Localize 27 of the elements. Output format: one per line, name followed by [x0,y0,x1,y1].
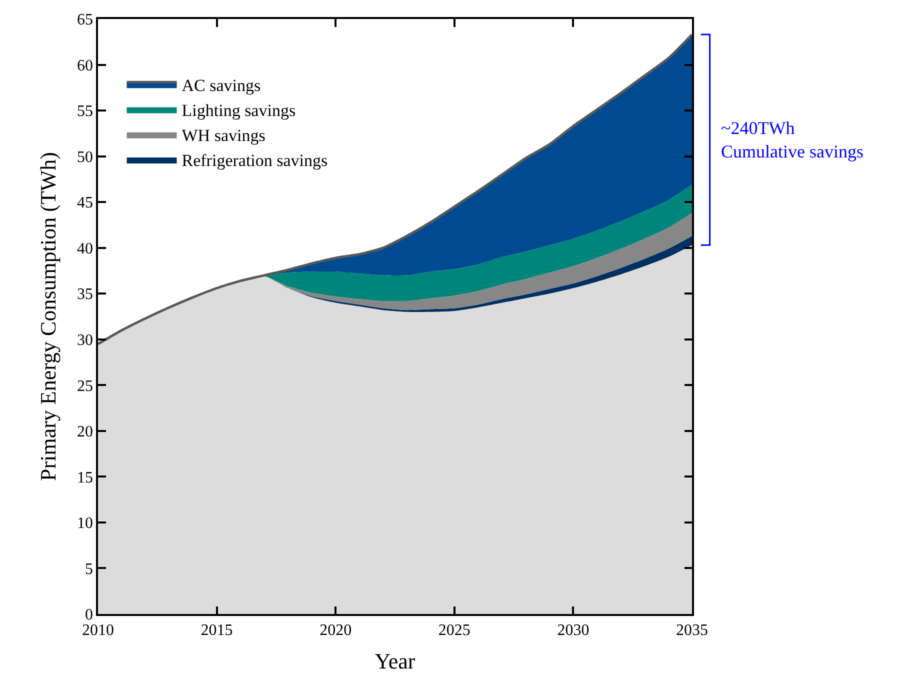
x-tick-label: 2025 [438,622,470,639]
x-tick-label: 2030 [557,622,590,639]
y-tick-label: 55 [77,103,94,120]
x-tick-label: 2015 [200,622,233,639]
y-tick-label: 30 [77,332,94,349]
y-tick-label: 60 [77,57,94,74]
y-tick-label: 15 [77,469,94,486]
y-tick-label: 45 [77,194,94,212]
legend-label: Lighting savings [182,100,296,120]
y-tick-label: 5 [85,560,94,578]
y-tick-label: 35 [77,286,94,304]
y-axis-title: Primary Energy Consumption (TWh) [35,152,60,481]
legend-label: Refrigeration savings [182,151,328,170]
legend-label: WH savings [182,126,266,145]
y-tick-label: 40 [77,240,94,258]
legend-label: AC savings [182,76,261,95]
x-axis-title: Year [374,648,416,674]
y-tick-label: 25 [77,378,94,395]
y-tick-label: 65 [77,12,94,29]
y-tick-label: 10 [77,515,94,532]
y-tick-label: 20 [77,424,94,441]
x-tick-label: 2010 [82,622,114,639]
y-tick-label: 0 [85,606,94,624]
x-tick-label: 2035 [676,622,708,639]
text: ~240TWh Cumulative savings [721,118,864,162]
x-tick-label: 2020 [320,622,352,639]
y-tick-label: 50 [77,148,94,166]
